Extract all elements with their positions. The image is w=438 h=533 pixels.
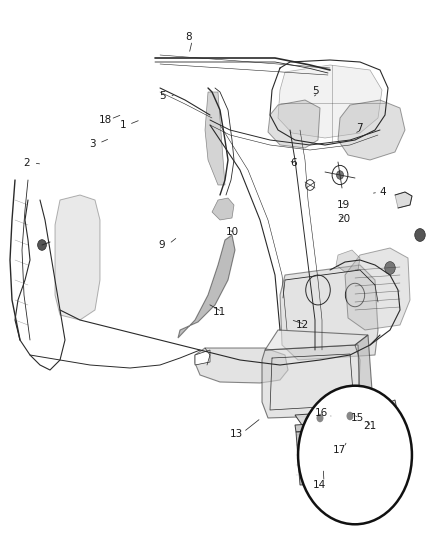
Circle shape	[298, 386, 412, 524]
Polygon shape	[338, 100, 405, 160]
Text: 3: 3	[88, 139, 95, 149]
Polygon shape	[380, 418, 398, 480]
Circle shape	[317, 414, 324, 422]
Circle shape	[415, 229, 425, 241]
Text: 4: 4	[380, 187, 387, 197]
Polygon shape	[296, 428, 382, 485]
Polygon shape	[55, 195, 100, 320]
Polygon shape	[212, 198, 234, 220]
Text: 6: 6	[290, 158, 297, 167]
Text: 12: 12	[296, 320, 309, 330]
Text: 21: 21	[364, 422, 377, 431]
Text: 9: 9	[159, 240, 166, 250]
Text: 2: 2	[23, 158, 30, 167]
Polygon shape	[345, 248, 410, 330]
Polygon shape	[370, 400, 398, 420]
Polygon shape	[395, 192, 412, 208]
Text: 15: 15	[350, 414, 364, 423]
Text: 10: 10	[226, 227, 239, 237]
Text: 7: 7	[356, 123, 363, 133]
Text: 14: 14	[313, 480, 326, 490]
Polygon shape	[195, 350, 210, 365]
Polygon shape	[295, 420, 380, 432]
Polygon shape	[195, 348, 288, 383]
Polygon shape	[355, 335, 372, 415]
Polygon shape	[178, 235, 235, 338]
Text: 13: 13	[230, 430, 243, 439]
Circle shape	[346, 411, 353, 420]
Polygon shape	[278, 65, 382, 138]
Text: 20: 20	[337, 214, 350, 223]
Polygon shape	[280, 265, 378, 360]
Text: 18: 18	[99, 115, 112, 125]
Text: 19: 19	[337, 200, 350, 210]
Text: 8: 8	[185, 33, 192, 42]
Text: 11: 11	[212, 307, 226, 317]
Polygon shape	[336, 250, 360, 272]
Text: 5: 5	[159, 91, 166, 101]
Text: 5: 5	[312, 86, 319, 95]
Text: 17: 17	[333, 446, 346, 455]
Circle shape	[385, 262, 395, 274]
Text: 1: 1	[119, 120, 126, 130]
Polygon shape	[205, 92, 225, 185]
Polygon shape	[265, 330, 368, 350]
Polygon shape	[262, 345, 360, 418]
Circle shape	[336, 171, 343, 179]
Circle shape	[38, 240, 46, 251]
Polygon shape	[268, 100, 320, 148]
Polygon shape	[295, 410, 378, 425]
Text: 16: 16	[315, 408, 328, 418]
